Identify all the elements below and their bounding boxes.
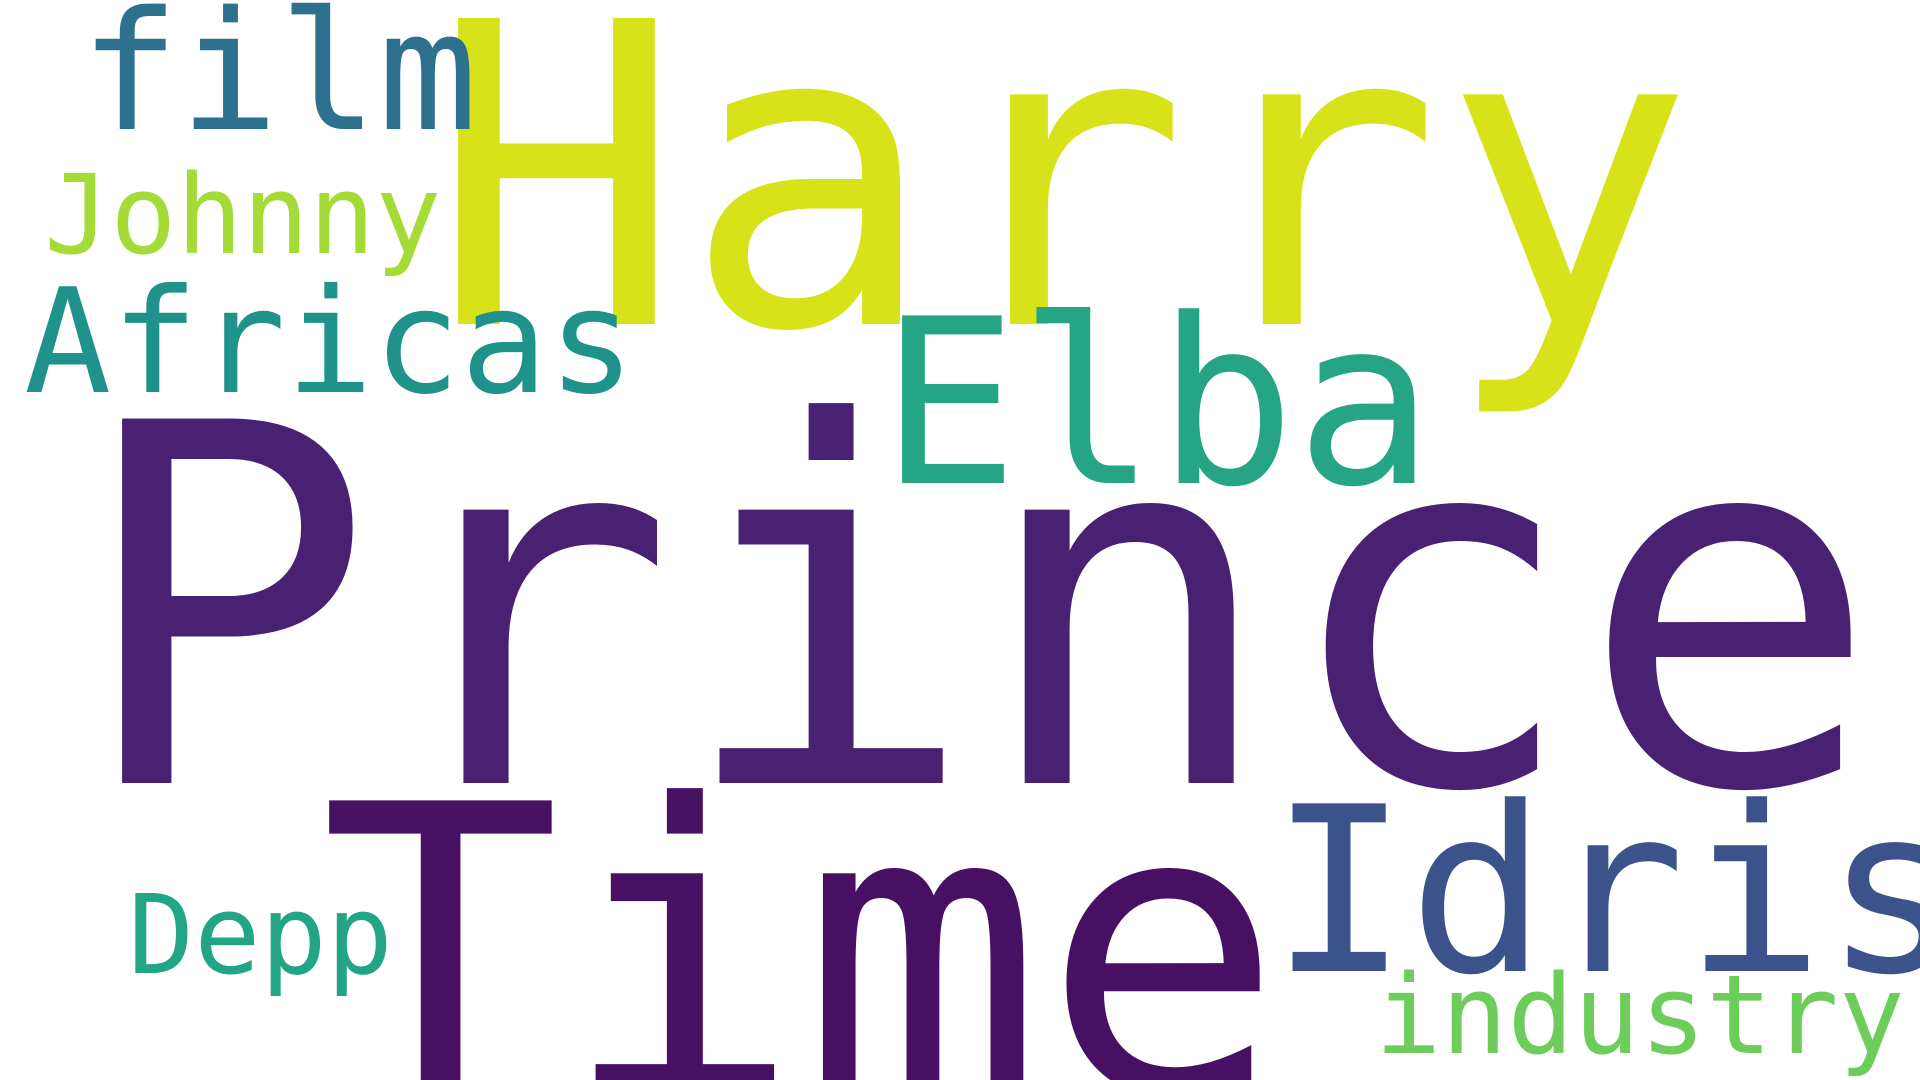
word-elba: Elba xyxy=(880,271,1434,538)
word-prince: Prince xyxy=(74,319,1881,901)
word-idris: Idris xyxy=(1270,759,1920,1026)
word-industry: industry xyxy=(1375,951,1905,1079)
word-johnny: Johnny xyxy=(44,151,442,279)
word-africas: Africas xyxy=(24,258,636,427)
word-film: film xyxy=(80,0,478,168)
word-time: Time xyxy=(320,722,1284,1080)
word-harry: Harry xyxy=(430,0,1695,424)
word-depp: Depp xyxy=(128,871,393,999)
